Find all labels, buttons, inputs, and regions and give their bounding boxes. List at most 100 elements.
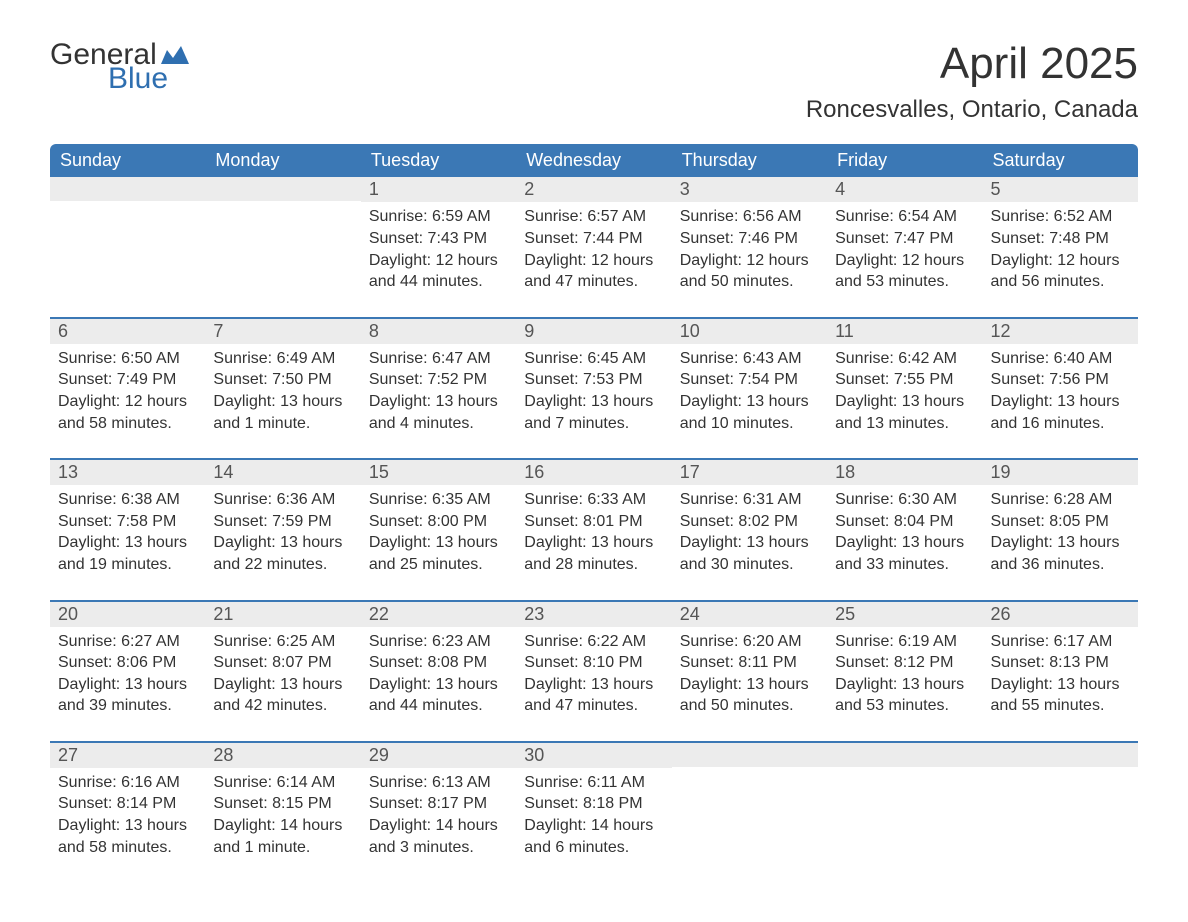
day-cell: 15Sunrise: 6:35 AMSunset: 8:00 PMDayligh…	[361, 459, 516, 600]
day-body	[205, 201, 360, 311]
sunset-text: Sunset: 7:56 PM	[991, 369, 1130, 391]
day-number: 22	[361, 602, 516, 627]
day-cell	[983, 742, 1138, 882]
col-monday: Monday	[205, 144, 360, 177]
day-number: 13	[50, 460, 205, 485]
day-body: Sunrise: 6:19 AMSunset: 8:12 PMDaylight:…	[827, 627, 982, 741]
week-row: 13Sunrise: 6:38 AMSunset: 7:58 PMDayligh…	[50, 459, 1138, 600]
daylight-text: Daylight: 12 hours and 47 minutes.	[524, 250, 663, 293]
daylight-text: Daylight: 12 hours and 44 minutes.	[369, 250, 508, 293]
day-cell: 27Sunrise: 6:16 AMSunset: 8:14 PMDayligh…	[50, 742, 205, 882]
day-cell: 6Sunrise: 6:50 AMSunset: 7:49 PMDaylight…	[50, 318, 205, 459]
sunset-text: Sunset: 8:12 PM	[835, 652, 974, 674]
daylight-text: Daylight: 14 hours and 6 minutes.	[524, 815, 663, 858]
day-number: 23	[516, 602, 671, 627]
day-number: 25	[827, 602, 982, 627]
day-number: 2	[516, 177, 671, 202]
day-body: Sunrise: 6:11 AMSunset: 8:18 PMDaylight:…	[516, 768, 671, 882]
day-body	[50, 201, 205, 311]
day-number: 3	[672, 177, 827, 202]
day-body: Sunrise: 6:49 AMSunset: 7:50 PMDaylight:…	[205, 344, 360, 458]
sunset-text: Sunset: 7:58 PM	[58, 511, 197, 533]
sunset-text: Sunset: 8:13 PM	[991, 652, 1130, 674]
day-number: 7	[205, 319, 360, 344]
sunrise-text: Sunrise: 6:20 AM	[680, 631, 819, 653]
sunset-text: Sunset: 7:47 PM	[835, 228, 974, 250]
sunset-text: Sunset: 7:46 PM	[680, 228, 819, 250]
day-body: Sunrise: 6:36 AMSunset: 7:59 PMDaylight:…	[205, 485, 360, 599]
col-saturday: Saturday	[983, 144, 1138, 177]
day-number: 29	[361, 743, 516, 768]
day-body	[827, 767, 982, 877]
sunrise-text: Sunrise: 6:56 AM	[680, 206, 819, 228]
day-body: Sunrise: 6:38 AMSunset: 7:58 PMDaylight:…	[50, 485, 205, 599]
daylight-text: Daylight: 13 hours and 39 minutes.	[58, 674, 197, 717]
daylight-text: Daylight: 14 hours and 1 minute.	[213, 815, 352, 858]
daylight-text: Daylight: 13 hours and 47 minutes.	[524, 674, 663, 717]
daylight-text: Daylight: 13 hours and 28 minutes.	[524, 532, 663, 575]
sunrise-text: Sunrise: 6:17 AM	[991, 631, 1130, 653]
day-body: Sunrise: 6:33 AMSunset: 8:01 PMDaylight:…	[516, 485, 671, 599]
day-cell: 24Sunrise: 6:20 AMSunset: 8:11 PMDayligh…	[672, 601, 827, 742]
sunset-text: Sunset: 7:55 PM	[835, 369, 974, 391]
sunrise-text: Sunrise: 6:19 AM	[835, 631, 974, 653]
weekday-header-row: Sunday Monday Tuesday Wednesday Thursday…	[50, 144, 1138, 177]
day-number: 10	[672, 319, 827, 344]
day-number: 20	[50, 602, 205, 627]
sunrise-text: Sunrise: 6:31 AM	[680, 489, 819, 511]
day-cell: 29Sunrise: 6:13 AMSunset: 8:17 PMDayligh…	[361, 742, 516, 882]
day-cell: 26Sunrise: 6:17 AMSunset: 8:13 PMDayligh…	[983, 601, 1138, 742]
sunrise-text: Sunrise: 6:49 AM	[213, 348, 352, 370]
day-number: 27	[50, 743, 205, 768]
sunrise-text: Sunrise: 6:45 AM	[524, 348, 663, 370]
day-body: Sunrise: 6:30 AMSunset: 8:04 PMDaylight:…	[827, 485, 982, 599]
day-body: Sunrise: 6:54 AMSunset: 7:47 PMDaylight:…	[827, 202, 982, 316]
day-cell: 4Sunrise: 6:54 AMSunset: 7:47 PMDaylight…	[827, 177, 982, 317]
sunrise-text: Sunrise: 6:43 AM	[680, 348, 819, 370]
day-number	[672, 743, 827, 767]
daylight-text: Daylight: 13 hours and 13 minutes.	[835, 391, 974, 434]
sunset-text: Sunset: 8:17 PM	[369, 793, 508, 815]
sunrise-text: Sunrise: 6:36 AM	[213, 489, 352, 511]
col-tuesday: Tuesday	[361, 144, 516, 177]
day-number: 9	[516, 319, 671, 344]
col-friday: Friday	[827, 144, 982, 177]
sunset-text: Sunset: 7:53 PM	[524, 369, 663, 391]
day-cell	[50, 177, 205, 317]
day-cell: 9Sunrise: 6:45 AMSunset: 7:53 PMDaylight…	[516, 318, 671, 459]
sunset-text: Sunset: 8:04 PM	[835, 511, 974, 533]
day-cell: 25Sunrise: 6:19 AMSunset: 8:12 PMDayligh…	[827, 601, 982, 742]
day-body: Sunrise: 6:23 AMSunset: 8:08 PMDaylight:…	[361, 627, 516, 741]
day-cell: 2Sunrise: 6:57 AMSunset: 7:44 PMDaylight…	[516, 177, 671, 317]
sunrise-text: Sunrise: 6:57 AM	[524, 206, 663, 228]
day-number: 28	[205, 743, 360, 768]
sunset-text: Sunset: 8:10 PM	[524, 652, 663, 674]
day-number: 15	[361, 460, 516, 485]
sunrise-text: Sunrise: 6:27 AM	[58, 631, 197, 653]
daylight-text: Daylight: 13 hours and 4 minutes.	[369, 391, 508, 434]
sunset-text: Sunset: 8:02 PM	[680, 511, 819, 533]
day-cell	[205, 177, 360, 317]
day-number: 18	[827, 460, 982, 485]
day-cell: 8Sunrise: 6:47 AMSunset: 7:52 PMDaylight…	[361, 318, 516, 459]
day-body: Sunrise: 6:14 AMSunset: 8:15 PMDaylight:…	[205, 768, 360, 882]
daylight-text: Daylight: 13 hours and 30 minutes.	[680, 532, 819, 575]
day-number	[50, 177, 205, 201]
day-body: Sunrise: 6:31 AMSunset: 8:02 PMDaylight:…	[672, 485, 827, 599]
col-thursday: Thursday	[672, 144, 827, 177]
col-sunday: Sunday	[50, 144, 205, 177]
sunset-text: Sunset: 7:59 PM	[213, 511, 352, 533]
sunrise-text: Sunrise: 6:25 AM	[213, 631, 352, 653]
day-number	[827, 743, 982, 767]
week-row: 6Sunrise: 6:50 AMSunset: 7:49 PMDaylight…	[50, 318, 1138, 459]
calendar-table: Sunday Monday Tuesday Wednesday Thursday…	[50, 144, 1138, 882]
day-number: 16	[516, 460, 671, 485]
day-cell: 7Sunrise: 6:49 AMSunset: 7:50 PMDaylight…	[205, 318, 360, 459]
daylight-text: Daylight: 12 hours and 56 minutes.	[991, 250, 1130, 293]
day-body: Sunrise: 6:47 AMSunset: 7:52 PMDaylight:…	[361, 344, 516, 458]
day-body: Sunrise: 6:35 AMSunset: 8:00 PMDaylight:…	[361, 485, 516, 599]
sunset-text: Sunset: 7:43 PM	[369, 228, 508, 250]
day-body: Sunrise: 6:27 AMSunset: 8:06 PMDaylight:…	[50, 627, 205, 741]
sunset-text: Sunset: 8:08 PM	[369, 652, 508, 674]
daylight-text: Daylight: 13 hours and 42 minutes.	[213, 674, 352, 717]
